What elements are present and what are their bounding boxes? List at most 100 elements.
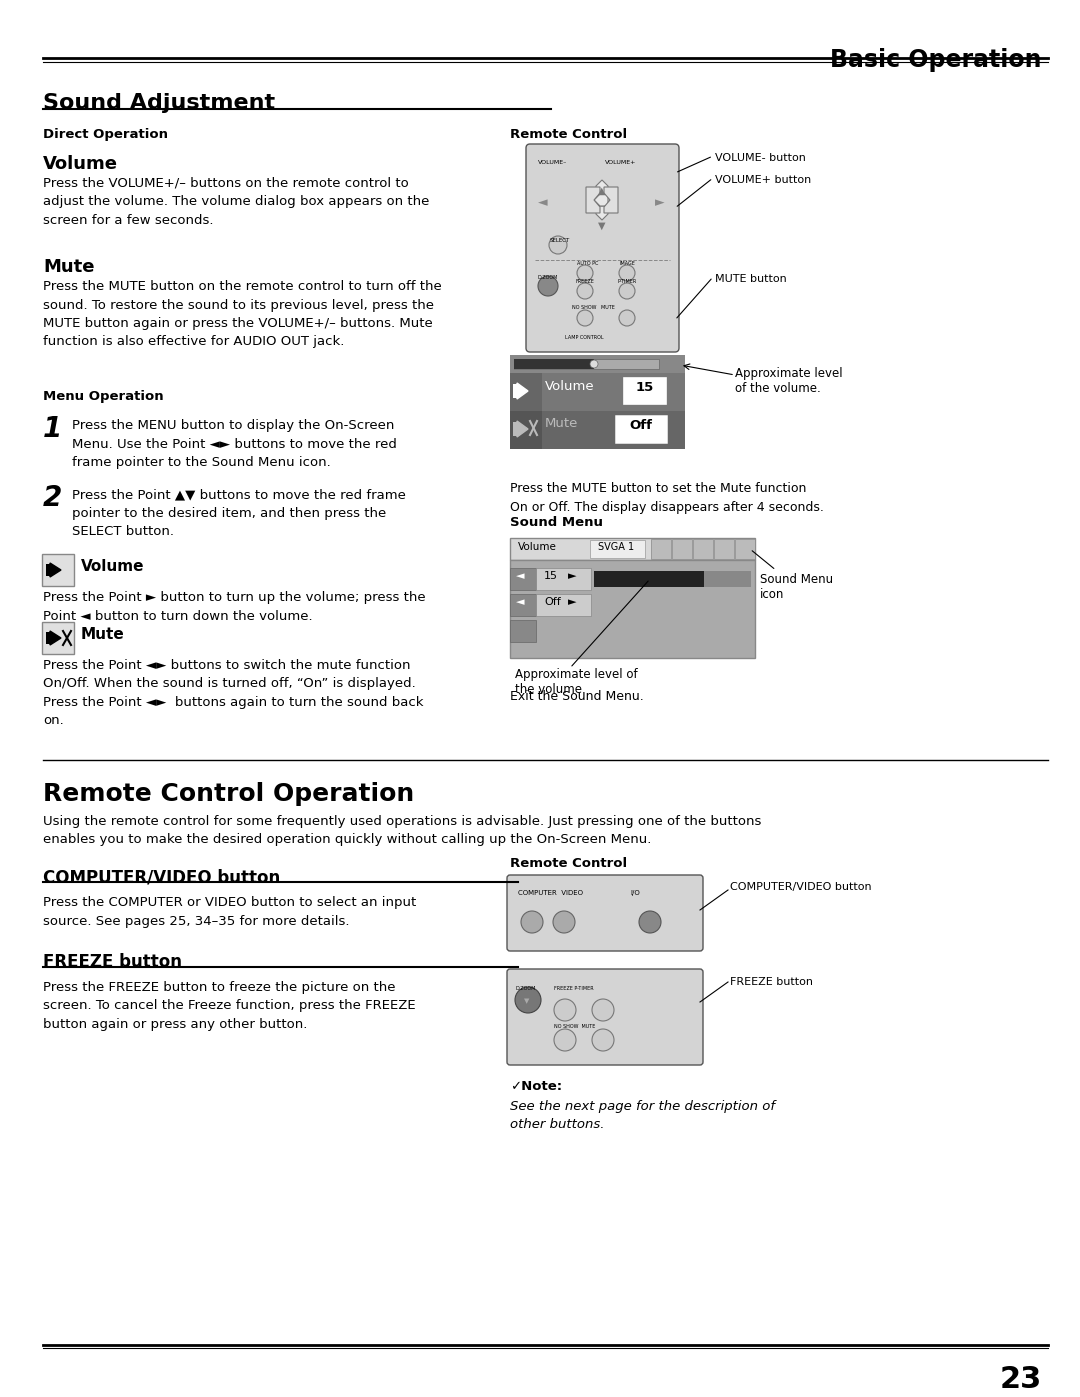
FancyBboxPatch shape <box>510 560 755 658</box>
Text: ◄: ◄ <box>538 196 548 210</box>
Text: I/O: I/O <box>630 890 639 895</box>
Text: FREEZE button: FREEZE button <box>43 953 183 971</box>
Circle shape <box>577 310 593 326</box>
Polygon shape <box>604 187 618 212</box>
Circle shape <box>549 236 567 254</box>
Circle shape <box>577 265 593 281</box>
Circle shape <box>554 1030 576 1051</box>
Text: Press the Point ► button to turn up the volume; press the
Point ◄ button to turn: Press the Point ► button to turn up the … <box>43 591 426 623</box>
Text: VOLUME- button: VOLUME- button <box>715 154 806 163</box>
FancyBboxPatch shape <box>513 384 518 398</box>
Circle shape <box>577 284 593 299</box>
Text: Press the MUTE button to set the Mute function
On or Off. The display disappears: Press the MUTE button to set the Mute fu… <box>510 482 824 514</box>
Text: COMPUTER/VIDEO button: COMPUTER/VIDEO button <box>43 868 280 886</box>
Polygon shape <box>594 194 608 205</box>
Text: Sound Adjustment: Sound Adjustment <box>43 94 275 113</box>
Circle shape <box>619 310 635 326</box>
Text: Volume: Volume <box>518 542 557 552</box>
Text: NO SHOW  MUTE: NO SHOW MUTE <box>554 1024 595 1030</box>
FancyBboxPatch shape <box>693 539 713 559</box>
FancyBboxPatch shape <box>651 539 671 559</box>
Text: ◄: ◄ <box>516 597 525 608</box>
FancyBboxPatch shape <box>507 875 703 951</box>
Text: Sound Menu
icon: Sound Menu icon <box>752 550 833 601</box>
Text: AUTO PC: AUTO PC <box>577 261 598 265</box>
Text: Sound Menu: Sound Menu <box>510 515 603 529</box>
FancyBboxPatch shape <box>594 571 704 587</box>
Text: VOLUME–: VOLUME– <box>538 161 567 165</box>
FancyBboxPatch shape <box>507 970 703 1065</box>
Text: Mute: Mute <box>545 416 579 430</box>
FancyBboxPatch shape <box>42 622 75 654</box>
Circle shape <box>554 999 576 1021</box>
FancyBboxPatch shape <box>594 571 751 587</box>
Polygon shape <box>517 420 528 437</box>
Text: VOLUME+: VOLUME+ <box>605 161 636 165</box>
Text: Direct Operation: Direct Operation <box>43 129 168 141</box>
Polygon shape <box>517 383 528 400</box>
Text: Off: Off <box>544 597 561 608</box>
FancyBboxPatch shape <box>513 422 518 436</box>
Text: ✓Note:: ✓Note: <box>510 1080 562 1092</box>
Circle shape <box>515 988 541 1013</box>
Text: FREEZE P-TIMER: FREEZE P-TIMER <box>554 986 594 990</box>
Polygon shape <box>50 563 60 577</box>
Text: COMPUTER  VIDEO: COMPUTER VIDEO <box>518 890 583 895</box>
Text: 15: 15 <box>636 381 654 394</box>
FancyBboxPatch shape <box>510 373 542 411</box>
Text: ►: ► <box>568 597 577 608</box>
Text: D.ZOOM: D.ZOOM <box>516 986 537 990</box>
FancyBboxPatch shape <box>510 620 536 643</box>
Text: FREEZE button: FREEZE button <box>730 977 813 988</box>
FancyBboxPatch shape <box>510 594 536 616</box>
Text: ▼: ▼ <box>524 997 529 1004</box>
Text: Mute: Mute <box>43 258 95 277</box>
FancyBboxPatch shape <box>510 569 536 590</box>
Text: SVGA 1: SVGA 1 <box>598 542 634 552</box>
FancyBboxPatch shape <box>42 555 75 585</box>
FancyBboxPatch shape <box>510 411 685 448</box>
Text: Exit the Sound Menu.: Exit the Sound Menu. <box>510 690 644 703</box>
FancyBboxPatch shape <box>510 355 685 373</box>
FancyBboxPatch shape <box>735 539 755 559</box>
Text: Using the remote control for some frequently used operations is advisable. Just : Using the remote control for some freque… <box>43 814 761 847</box>
FancyBboxPatch shape <box>526 144 679 352</box>
FancyBboxPatch shape <box>672 539 692 559</box>
FancyBboxPatch shape <box>590 541 645 557</box>
Circle shape <box>521 911 543 933</box>
Circle shape <box>590 360 598 367</box>
Circle shape <box>619 284 635 299</box>
Text: VOLUME+ button: VOLUME+ button <box>715 175 811 184</box>
FancyBboxPatch shape <box>514 359 659 369</box>
Text: ▲: ▲ <box>598 186 606 196</box>
Text: Volume: Volume <box>545 380 595 393</box>
Text: Volume: Volume <box>81 559 145 574</box>
Polygon shape <box>596 205 608 219</box>
Circle shape <box>639 911 661 933</box>
Text: Remote Control: Remote Control <box>510 856 627 870</box>
Text: Off: Off <box>630 419 652 432</box>
Text: SELECT: SELECT <box>550 237 570 243</box>
Text: MUTE button: MUTE button <box>715 274 786 284</box>
Circle shape <box>553 911 575 933</box>
Text: Press the VOLUME+/– buttons on the remote control to
adjust the volume. The volu: Press the VOLUME+/– buttons on the remot… <box>43 177 430 226</box>
FancyBboxPatch shape <box>510 411 542 448</box>
Polygon shape <box>596 180 608 194</box>
Text: Press the COMPUTER or VIDEO button to select an input
source. See pages 25, 34–3: Press the COMPUTER or VIDEO button to se… <box>43 895 416 928</box>
FancyBboxPatch shape <box>536 569 591 590</box>
Text: D.ZOOM: D.ZOOM <box>538 275 558 279</box>
Text: 1: 1 <box>43 415 63 443</box>
FancyBboxPatch shape <box>46 564 51 576</box>
Text: ►: ► <box>568 571 577 581</box>
Text: 2: 2 <box>43 483 63 511</box>
FancyBboxPatch shape <box>46 631 51 644</box>
Text: IMAGE: IMAGE <box>619 261 635 265</box>
Text: Menu Operation: Menu Operation <box>43 390 164 402</box>
Circle shape <box>592 999 615 1021</box>
Text: Remote Control: Remote Control <box>510 129 627 141</box>
Circle shape <box>538 277 558 296</box>
Text: Mute: Mute <box>81 627 125 643</box>
Text: Remote Control Operation: Remote Control Operation <box>43 782 415 806</box>
Text: FREEZE: FREEZE <box>576 279 595 284</box>
Text: See the next page for the description of
other buttons.: See the next page for the description of… <box>510 1099 775 1132</box>
